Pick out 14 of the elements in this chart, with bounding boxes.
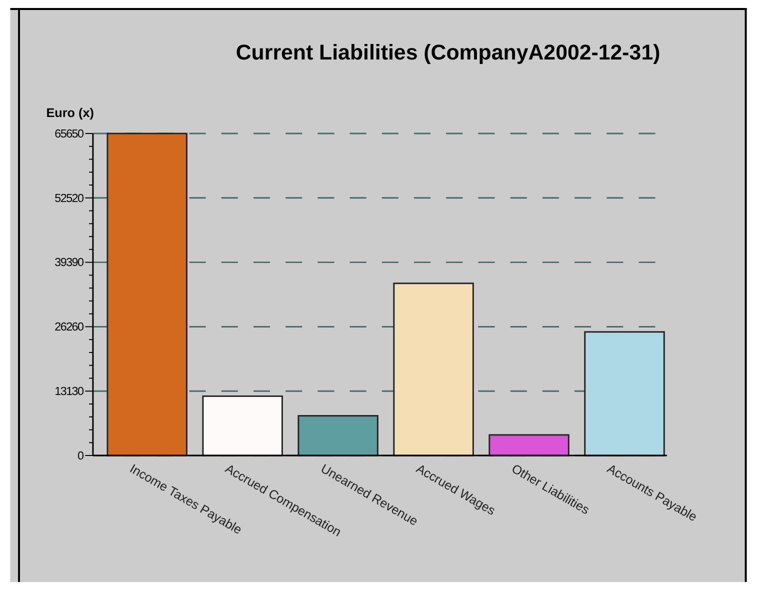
bar <box>106 132 188 456</box>
y-axis-title: Euro (x) <box>46 106 94 120</box>
bar <box>393 282 474 456</box>
y-tick-label: 13130 <box>54 385 85 398</box>
y-tick-label: 0 <box>78 449 85 462</box>
y-tick-label: 52520 <box>54 192 85 205</box>
y-tick-label: 65650 <box>54 127 85 140</box>
chart-title: Current Liabilities (CompanyA2002-12-31) <box>236 40 660 65</box>
y-tick-label: 26260 <box>54 320 85 334</box>
bar <box>202 395 283 456</box>
bar <box>298 415 378 456</box>
bar <box>584 331 665 456</box>
y-tick-label: 39390 <box>54 256 85 270</box>
bar <box>488 434 570 456</box>
